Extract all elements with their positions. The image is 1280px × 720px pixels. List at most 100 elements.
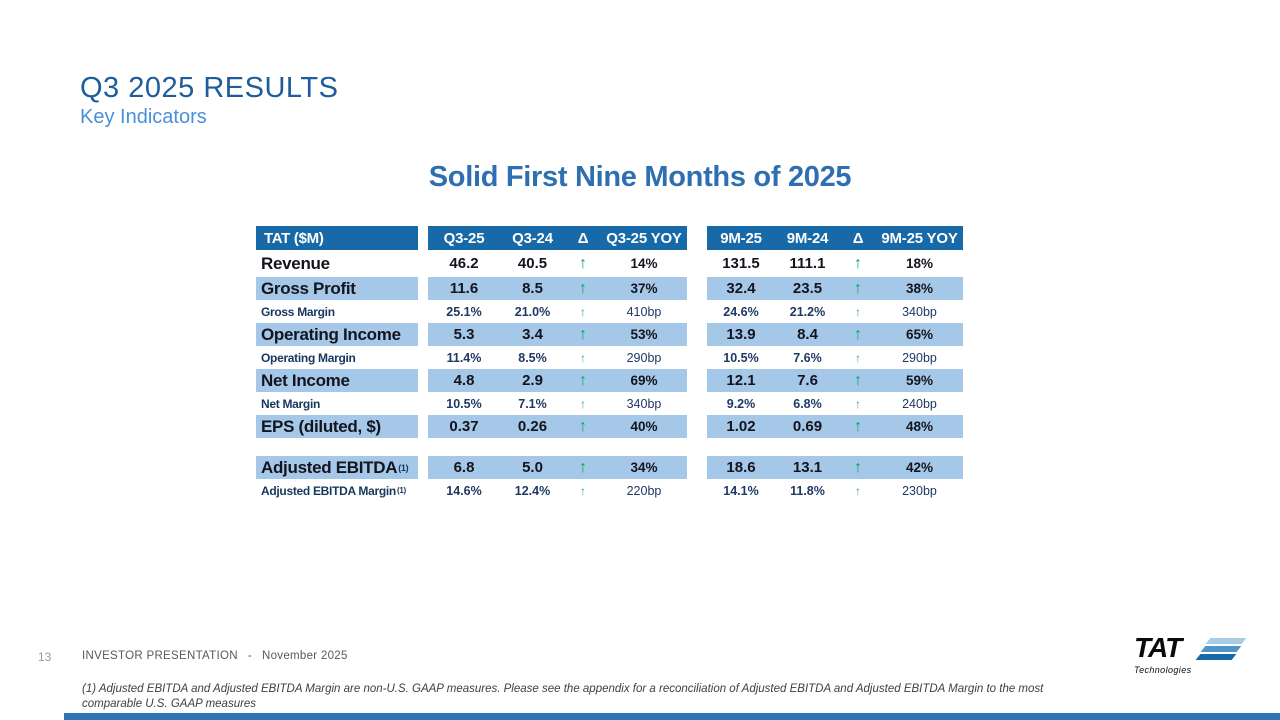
- metric-value: 7.6: [775, 369, 840, 392]
- column-gap: [418, 226, 428, 250]
- metric-value: 24.6%: [723, 304, 759, 319]
- tat-technologies-logo: TAT Technologies: [1134, 632, 1247, 680]
- row-label: Adjusted EBITDA (1): [256, 456, 418, 479]
- page-number: 13: [38, 650, 52, 664]
- metric-value: 111.1: [789, 255, 826, 272]
- row-label: Net Margin: [261, 396, 321, 411]
- metric-value: 23.5: [775, 277, 840, 300]
- metric-value: 0.69: [775, 415, 840, 438]
- metric-value: 21.0%: [514, 304, 551, 319]
- footnote-marker: (1): [398, 462, 409, 473]
- row-label: Net Income: [256, 369, 418, 392]
- yoy-value: 37%: [601, 277, 687, 300]
- yoy-value: 340bp: [902, 304, 937, 319]
- metric-value: 18.6: [707, 456, 775, 479]
- column-gap: [418, 302, 428, 321]
- yoy-value: 14%: [630, 256, 658, 271]
- delta-arrow-icon: ↑: [580, 304, 586, 319]
- yoy-value: 59%: [876, 369, 963, 392]
- delta-arrow-icon: ↑: [840, 323, 876, 346]
- metric-value: 11.6: [428, 277, 500, 300]
- column-header: 9M-25: [707, 226, 775, 250]
- column-header: Q3-25 YOY: [601, 226, 687, 250]
- yoy-value: 65%: [876, 323, 963, 346]
- yoy-value: 340bp: [626, 396, 662, 411]
- column-gap: [418, 323, 428, 346]
- metric-value: 5.3: [428, 323, 500, 346]
- delta-arrow-icon: ↑: [580, 483, 586, 498]
- yoy-value: 34%: [601, 456, 687, 479]
- delta-arrow-icon: ↑: [855, 396, 861, 411]
- page-subtitle: Key Indicators: [80, 106, 207, 128]
- delta-arrow-icon: ↑: [854, 254, 862, 272]
- logo-wordmark: TAT: [1134, 632, 1182, 663]
- yoy-value: 230bp: [902, 483, 937, 498]
- yoy-value: 410bp: [626, 304, 662, 319]
- metric-value: 10.5%: [723, 350, 759, 365]
- delta-arrow-icon: ↑: [855, 350, 861, 365]
- delta-arrow-icon: ↑: [565, 456, 601, 479]
- yoy-value: 18%: [905, 256, 934, 271]
- metric-value: 25.1%: [446, 304, 482, 319]
- table-spacer-row: [256, 440, 963, 454]
- delta-arrow-icon: ↑: [565, 323, 601, 346]
- metric-value: 11.4%: [446, 350, 482, 365]
- metric-value: 14.6%: [446, 483, 482, 498]
- delta-arrow-icon: ↑: [840, 415, 876, 438]
- column-gap: [687, 323, 707, 346]
- yoy-value: 38%: [876, 277, 963, 300]
- metric-value: 12.1: [707, 369, 775, 392]
- column-header: Q3-24: [500, 226, 565, 250]
- bottom-accent-bar: [64, 713, 1280, 720]
- column-gap: [687, 277, 707, 300]
- yoy-value: 48%: [876, 415, 963, 438]
- metric-value: 12.4%: [514, 483, 551, 498]
- yoy-value: 42%: [876, 456, 963, 479]
- metric-value: 14.1%: [723, 483, 759, 498]
- metric-value: 8.5: [500, 277, 565, 300]
- column-gap: [687, 348, 707, 367]
- footer-separator: -: [247, 650, 252, 662]
- yoy-value: 53%: [601, 323, 687, 346]
- column-header: Q3-25: [428, 226, 500, 250]
- metric-value: 131.5: [722, 255, 760, 272]
- metric-value: 4.8: [428, 369, 500, 392]
- metric-value: 8.5%: [518, 350, 547, 365]
- column-header: Δ: [840, 226, 876, 250]
- logo-tagline: Technologies: [1134, 665, 1192, 675]
- column-gap: [687, 302, 707, 321]
- column-gap: [418, 456, 428, 479]
- delta-arrow-icon: ↑: [565, 369, 601, 392]
- metric-value: 7.6%: [793, 350, 822, 365]
- metric-value: 10.5%: [446, 396, 482, 411]
- column-gap: [687, 226, 707, 250]
- yoy-value: 240bp: [902, 396, 937, 411]
- column-gap: [418, 369, 428, 392]
- metric-value: 46.2: [449, 255, 479, 272]
- column-header: Δ: [565, 226, 601, 250]
- column-gap: [418, 277, 428, 300]
- metric-value: 6.8%: [793, 396, 822, 411]
- metric-value: 13.1: [775, 456, 840, 479]
- yoy-value: 69%: [601, 369, 687, 392]
- column-gap: [418, 415, 428, 438]
- table-corner-header: TAT ($M): [256, 226, 418, 250]
- metric-value: 9.2%: [726, 396, 756, 411]
- footnote-marker: (1): [396, 486, 406, 495]
- metric-value: 40.5: [517, 255, 548, 272]
- page-title: Q3 2025 RESULTS: [80, 72, 339, 104]
- column-gap: [418, 252, 428, 275]
- delta-arrow-icon: ↑: [840, 456, 876, 479]
- metric-value: 21.2%: [789, 304, 826, 319]
- metric-value: 2.9: [500, 369, 565, 392]
- row-label: Adjusted EBITDA Margin (1): [261, 483, 406, 498]
- row-label: Operating Margin: [261, 350, 356, 365]
- delta-arrow-icon: ↑: [855, 483, 861, 498]
- swoosh-stripes-icon: [1195, 638, 1247, 662]
- column-gap: [687, 481, 707, 500]
- delta-arrow-icon: ↑: [565, 415, 601, 438]
- metric-value: 7.1%: [518, 396, 547, 411]
- delta-arrow-icon: ↑: [580, 396, 586, 411]
- delta-arrow-icon: ↑: [565, 277, 601, 300]
- row-label: EPS (diluted, $): [256, 415, 418, 438]
